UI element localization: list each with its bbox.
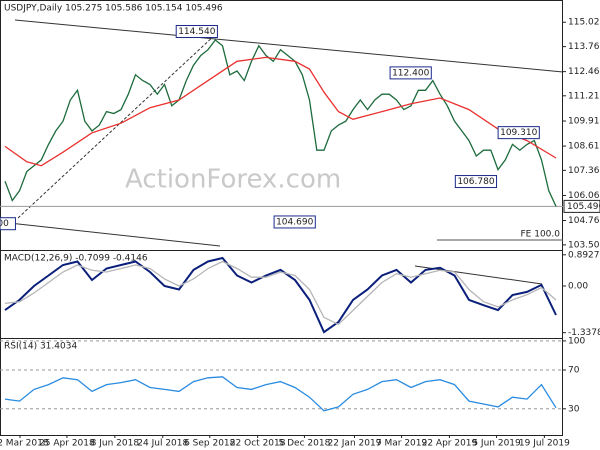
x-tick-label: 5 Dec 2018 xyxy=(279,439,331,449)
x-tick-label: 25 Apr 2018 xyxy=(39,439,95,449)
y-tick-label: 30 xyxy=(568,404,580,414)
y-tick-label: 106.060 xyxy=(568,191,600,201)
annotation-box xyxy=(175,25,218,39)
y-tick-label: 111.215 xyxy=(568,91,600,101)
series-line xyxy=(4,256,557,334)
y-tick-label: 107.360 xyxy=(568,166,600,176)
y-tick-label: 112.465 xyxy=(568,67,600,77)
y-tick-label: 100 xyxy=(568,336,585,346)
x-tick-label: 24 Jul 2018 xyxy=(137,439,188,449)
last-price-box xyxy=(563,199,600,213)
annotation-label: 104.690 xyxy=(276,217,313,227)
x-tick-label: 7 Mar 2019 xyxy=(376,439,428,449)
y-tick-label: 109.910 xyxy=(568,117,600,127)
x-tick-label: 5 Jun 2019 xyxy=(472,439,521,449)
x-tick-label: 8 Jun 2018 xyxy=(91,439,140,449)
y-tick-label: 108.615 xyxy=(568,142,600,152)
annotation-label: 00 xyxy=(0,219,9,229)
x-tick-label: 19 Jul 2019 xyxy=(519,439,570,449)
x-tick-label: 12 Mar 2018 xyxy=(0,439,49,449)
series-line xyxy=(4,376,557,412)
annotation-box xyxy=(273,215,316,229)
y-tick-label: 0.8927 xyxy=(568,250,600,260)
annotation-box xyxy=(497,126,540,140)
annotation-box xyxy=(389,66,432,80)
y-tick-label: 104.765 xyxy=(568,216,600,226)
panel-title: MACD(12,26,9) -0.7099 -0.4146 xyxy=(4,254,148,264)
annotation-label: 109.310 xyxy=(500,128,537,138)
upper-trendline xyxy=(14,19,564,73)
y-tick-label: 0.00 xyxy=(568,281,588,291)
annotation-label: 112.400 xyxy=(392,68,429,78)
y-tick-label: 70 xyxy=(568,366,580,376)
panel-title: RSI(14) 31.4034 xyxy=(4,342,77,352)
watermark: ActionForex.com xyxy=(125,165,341,195)
x-tick-label: 22 Oct 2018 xyxy=(230,439,286,449)
x-tick-label: 22 Jan 2019 xyxy=(327,439,381,449)
lower-trendline xyxy=(0,221,221,247)
series-line xyxy=(4,56,557,167)
panel-frame xyxy=(0,338,563,436)
last-price-label: 105.496 xyxy=(567,202,600,212)
y-tick-label: 103.505 xyxy=(568,240,600,250)
annotation-box xyxy=(454,175,498,189)
dashed-trendline xyxy=(17,33,217,219)
annotation-box xyxy=(0,217,16,231)
x-tick-label: 6 Sep 2018 xyxy=(184,439,236,449)
panel-title: USDJPY,Daily 105.275 105.586 105.154 105… xyxy=(4,4,223,14)
fe-label: FE 100.0 xyxy=(521,229,561,239)
annotation-label: 114.540 xyxy=(178,27,215,37)
y-tick-label: -1.3378 xyxy=(568,328,600,338)
series-line xyxy=(4,260,557,326)
y-tick-label: 115.020 xyxy=(568,18,600,28)
series-line xyxy=(4,39,557,207)
annotation-label: 106.780 xyxy=(457,177,494,187)
y-tick-label: 113.760 xyxy=(568,42,600,52)
x-tick-label: 22 Apr 2019 xyxy=(422,439,478,449)
